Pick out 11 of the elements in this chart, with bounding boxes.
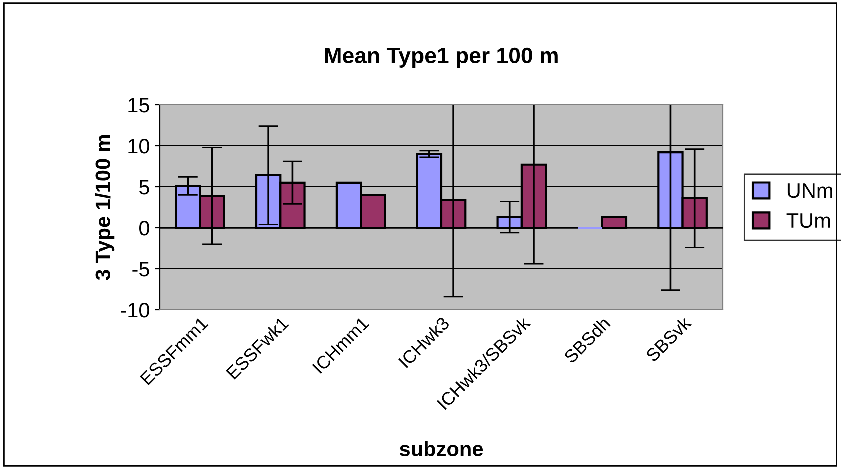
legend-label: TUm bbox=[786, 214, 830, 228]
chart-title: Mean Type1 per 100 m bbox=[325, 48, 558, 68]
legend-label: UNm bbox=[788, 184, 832, 198]
y-tick-label: -10 bbox=[121, 303, 150, 318]
y-tick-label: 0 bbox=[140, 221, 150, 236]
y-axis-title: 3 Type 1/100 m bbox=[95, 135, 115, 280]
y-tick-label: 15 bbox=[128, 98, 150, 113]
y-tick-label: -5 bbox=[132, 262, 150, 277]
y-tick-label: 10 bbox=[128, 139, 150, 154]
y-tick-label: 5 bbox=[140, 180, 150, 195]
x-axis-title: subzone bbox=[400, 441, 484, 457]
